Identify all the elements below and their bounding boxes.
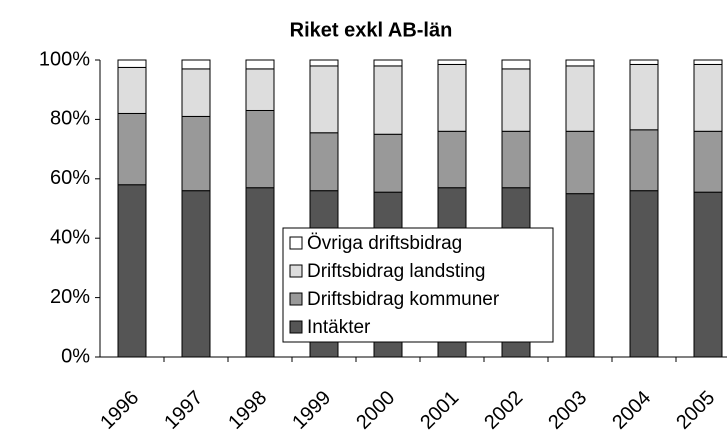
bar-segment [565, 59, 595, 67]
legend-swatch [289, 292, 303, 306]
bar-segment [693, 130, 723, 193]
bar-segment [245, 187, 275, 358]
bar-segment [373, 59, 403, 67]
bar-segment [629, 129, 659, 192]
bar-segment [117, 66, 147, 114]
y-tick-label: 60% [50, 167, 90, 189]
chart-title: Riket exkl AB-län [290, 19, 453, 41]
legend-label: Driftsbidrag kommuner [307, 289, 500, 310]
legend-swatch [289, 320, 303, 334]
bar-segment [181, 59, 211, 70]
bar-segment [373, 65, 403, 135]
bar-segment [629, 190, 659, 358]
bar-segment [629, 59, 659, 65]
bar-segment [373, 133, 403, 193]
y-tick-label: 80% [50, 108, 90, 130]
legend-label: Övriga driftsbidrag [307, 233, 462, 254]
bar-segment [501, 130, 531, 189]
legend-swatch [289, 236, 303, 250]
bar-segment [309, 59, 339, 67]
bar-segment [693, 191, 723, 358]
bar-segment [117, 112, 147, 186]
bar-segment [565, 193, 595, 358]
bar-segment [181, 190, 211, 358]
y-tick-label: 20% [50, 286, 90, 308]
legend-label: Intäkter [307, 317, 371, 338]
legend-swatch [289, 264, 303, 278]
bar-segment [245, 59, 275, 70]
bar-segment [245, 68, 275, 111]
bar-segment [117, 184, 147, 358]
bar-segment [565, 130, 595, 195]
bar-segment [309, 132, 339, 192]
bar-segment [437, 59, 467, 65]
bar-segment [501, 68, 531, 132]
bar-segment [181, 68, 211, 117]
y-tick-label: 100% [39, 48, 90, 70]
y-tick-label: 40% [50, 226, 90, 248]
legend-label: Driftsbidrag landsting [307, 261, 485, 282]
y-tick-label: 0% [61, 345, 90, 367]
bar-segment [181, 115, 211, 192]
bar-segment [117, 59, 147, 68]
bar-segment [309, 65, 339, 134]
bar-segment [693, 63, 723, 132]
legend: Övriga driftsbidrag Driftsbidrag landstin… [282, 227, 554, 343]
bar-segment [245, 109, 275, 189]
bar-segment [629, 63, 659, 131]
legend-box [282, 227, 554, 343]
bar-segment [437, 130, 467, 189]
bar-segment [693, 59, 723, 65]
bar-segment [565, 65, 595, 132]
bar-segment [437, 63, 467, 132]
bar-segment [501, 59, 531, 70]
